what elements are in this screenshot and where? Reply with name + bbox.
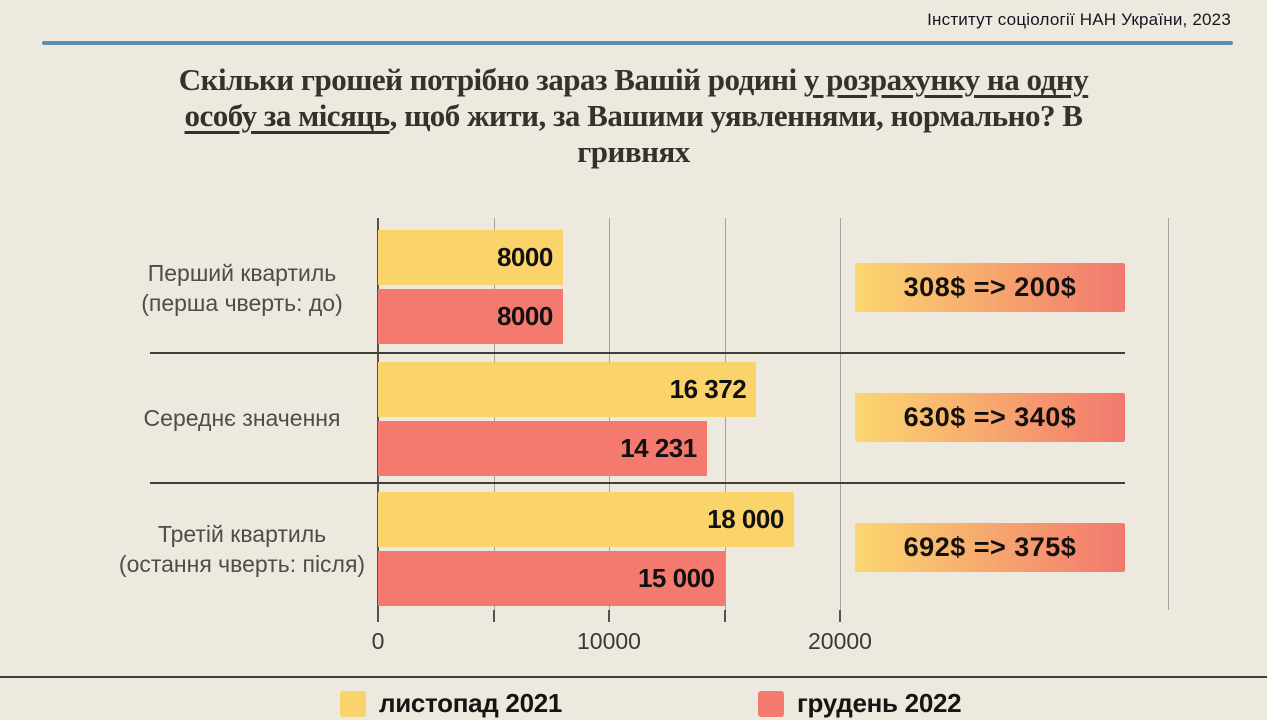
plot-right-edge-line — [1168, 218, 1170, 610]
bar-dec2022: 8000 — [378, 289, 563, 344]
bar-value-label: 8000 — [496, 242, 553, 272]
bar-value-label: 16 372 — [669, 374, 747, 404]
axis-tick — [723, 610, 726, 622]
axis-tick — [839, 610, 841, 622]
legend-label: листопад 2021 — [379, 688, 563, 718]
dollar-conversion-badge: 308$ => 200$ — [855, 263, 1125, 312]
legend-label: грудень 2022 — [797, 688, 962, 718]
chart-title: Скільки грошей потрібно зараз Вашій роди… — [60, 62, 1207, 170]
row-separator — [150, 482, 1125, 484]
bar-nov2021: 18 000 — [378, 492, 794, 547]
category-label: Перший квартиль (перша чверть: до) — [141, 260, 343, 316]
legend-item-dec-2022: грудень 2022 — [758, 688, 962, 719]
header-divider-rule — [42, 41, 1233, 45]
axis-tick — [377, 610, 379, 622]
chart-title-line: особу за місяць, щоб жити, за Вашими уяв… — [184, 98, 1083, 133]
bar-nov2021: 8000 — [378, 230, 563, 285]
bar-value-label: 8000 — [496, 301, 553, 331]
legend-item-nov-2021: листопад 2021 — [340, 688, 562, 719]
x-axis-tick-label: 0 — [371, 628, 385, 654]
axis-tick — [492, 610, 495, 622]
category-label: Третій квартиль (остання чверть: після) — [118, 521, 366, 577]
bar-value-label: 18 000 — [707, 504, 784, 534]
dollar-conversion-badge: 692$ => 375$ — [855, 523, 1125, 572]
bar-value-label: 15 000 — [637, 563, 715, 593]
x-axis-tick-label: 20000 — [808, 628, 872, 654]
x-axis-tick-label: 10000 — [577, 628, 641, 654]
axis-tick — [608, 610, 610, 622]
row-separator — [150, 352, 1125, 354]
dollar-conversion-badge: 630$ => 340$ — [855, 393, 1125, 442]
gridline — [840, 218, 841, 610]
bar-nov2021: 16 372 — [378, 362, 757, 417]
bar-value-label: 14 231 — [620, 433, 697, 463]
chart-title-line: гривнях — [577, 134, 690, 169]
chart-title-line: Скільки грошей потрібно зараз Вашій роди… — [178, 62, 1089, 97]
legend-swatch-yellow — [340, 690, 366, 717]
attribution-text: Інститут соціології НАН України, 2023 — [927, 10, 1231, 29]
bar-dec2022: 14 231 — [378, 421, 707, 476]
legend-divider — [0, 676, 1267, 678]
category-label: Середнє значення — [143, 405, 341, 431]
bar-dec2022: 15 000 — [378, 551, 725, 606]
legend-swatch-red — [758, 690, 784, 717]
